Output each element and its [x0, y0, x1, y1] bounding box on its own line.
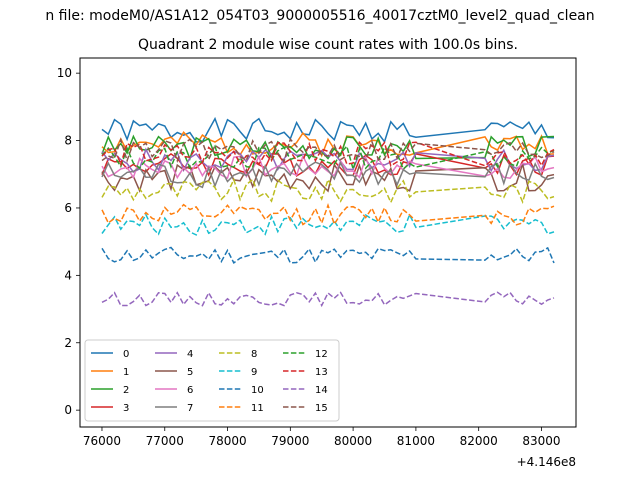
series-line-7 [101, 161, 555, 189]
series-line-5 [101, 161, 555, 193]
legend-item-15: 15 [283, 403, 328, 414]
x-tick-label: 80000 [334, 434, 372, 448]
legend-item-0: 0 [91, 349, 129, 360]
x-tick-label: 81000 [397, 434, 435, 448]
legend-item-12: 12 [283, 349, 328, 360]
series-line-0 [101, 116, 555, 144]
legend-item-11: 11 [219, 403, 264, 414]
series-line-13 [101, 140, 555, 168]
series-layer [101, 116, 555, 308]
legend-item-5: 5 [155, 367, 193, 378]
legend-item-4: 4 [155, 349, 193, 360]
x-tick-label: 78000 [208, 434, 246, 448]
x-offset-label: +4.146e8 [517, 455, 576, 469]
x-tick-label: 83000 [522, 434, 560, 448]
legend-label: 10 [251, 385, 264, 396]
x-tick-label: 77000 [146, 434, 184, 448]
legend-item-8: 8 [219, 349, 257, 360]
legend-label: 5 [187, 367, 193, 378]
legend-label: 9 [251, 367, 257, 378]
legend-item-7: 7 [155, 403, 193, 414]
y-tick-label: 6 [64, 201, 72, 215]
chart-title: Quadrant 2 module wise count rates with … [138, 37, 518, 53]
x-axis: 76000 77000 78000 79000 80000 81000 82000 83000 [83, 427, 561, 448]
legend-label: 4 [187, 349, 193, 360]
y-tick-label: 8 [64, 134, 72, 148]
legend-item-9: 9 [219, 367, 257, 378]
x-tick-label: 76000 [83, 434, 121, 448]
legend-item-14: 14 [283, 385, 328, 396]
legend-label: 3 [123, 403, 129, 414]
legend-label: 13 [315, 367, 328, 378]
series-line-14 [101, 291, 555, 308]
legend-label: 11 [251, 403, 264, 414]
legend-item-3: 3 [91, 403, 129, 414]
series-line-9 [101, 212, 555, 236]
legend-item-10: 10 [219, 385, 264, 396]
legend-label: 8 [251, 349, 257, 360]
legend-label: 14 [315, 385, 328, 396]
series-line-10 [101, 246, 555, 265]
y-tick-label: 0 [64, 403, 72, 417]
legend-label: 0 [123, 349, 129, 360]
y-tick-label: 4 [64, 268, 72, 282]
legend-item-6: 6 [155, 385, 193, 396]
series-line-2 [101, 134, 555, 161]
y-tick-label: 10 [57, 66, 72, 80]
legend-label: 2 [123, 385, 129, 396]
y-tick-label: 2 [64, 336, 72, 350]
plot-frame [79, 57, 577, 428]
series-line-8 [101, 177, 555, 205]
legend-label: 7 [187, 403, 193, 414]
legend-box [84, 339, 340, 422]
series-line-6 [101, 154, 555, 180]
y-axis: 0 2 4 6 8 10 [57, 66, 80, 417]
legend-label: 12 [315, 349, 328, 360]
legend-item-2: 2 [91, 385, 129, 396]
legend-item-13: 13 [283, 367, 328, 378]
x-tick-label: 82000 [460, 434, 498, 448]
series-line-11 [101, 202, 555, 226]
legend-item-1: 1 [91, 367, 129, 378]
series-line-15 [101, 137, 555, 164]
legend-label: 15 [315, 403, 328, 414]
x-tick-label: 79000 [271, 434, 309, 448]
figure-suptitle: n file: modeM0/AS1A12_054T03_9000005516_… [45, 8, 594, 24]
legend-label: 6 [187, 385, 193, 396]
legend-label: 1 [123, 367, 129, 378]
